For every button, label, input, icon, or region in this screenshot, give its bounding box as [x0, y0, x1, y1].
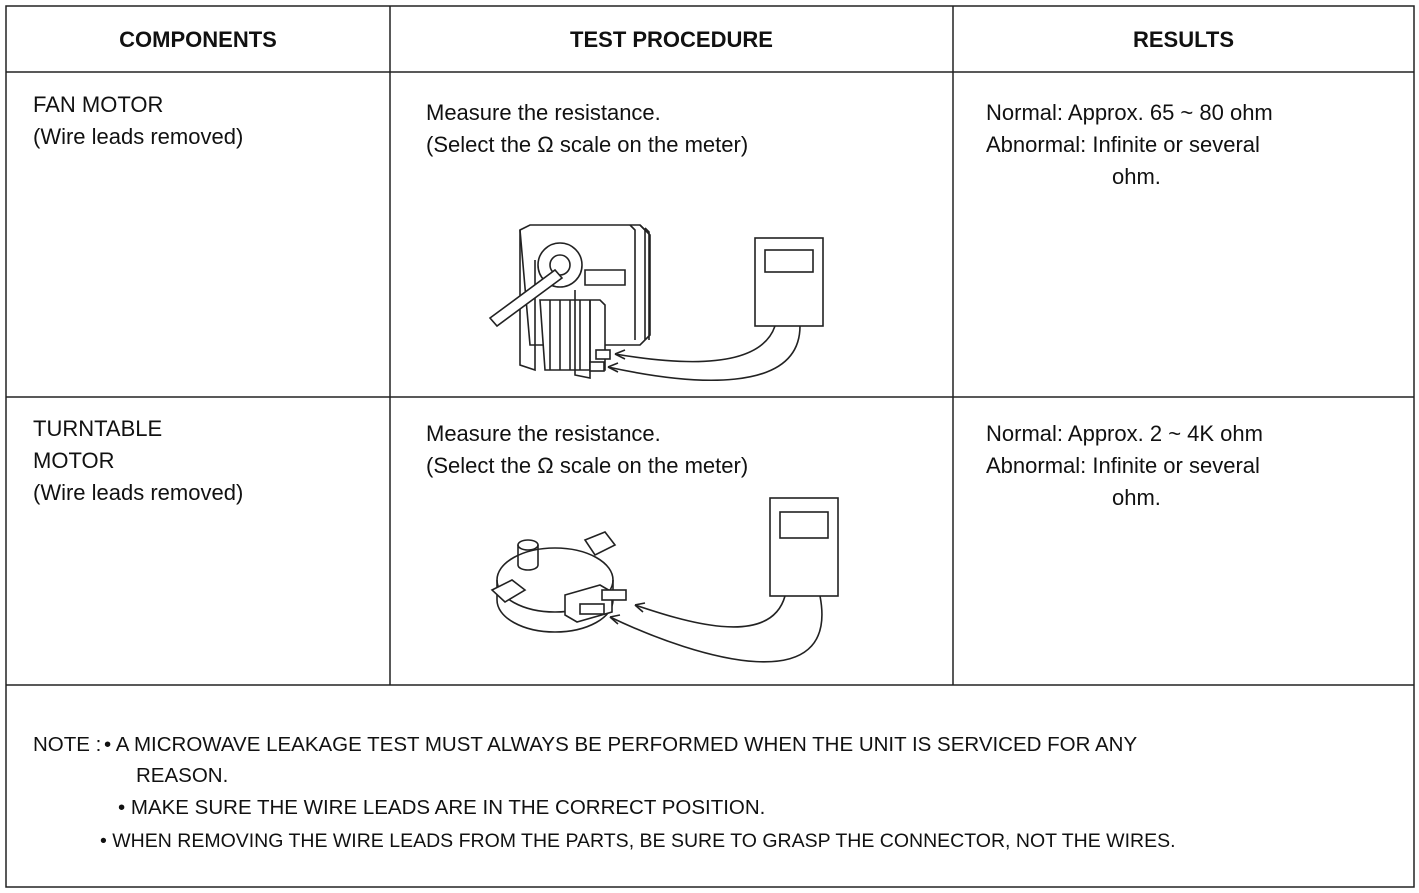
results-text: Abnormal: Infinite or several — [986, 453, 1260, 478]
results-text: Normal: Approx. 65 ~ 80 ohm — [986, 100, 1273, 125]
note-line: • MAKE SURE THE WIRE LEADS ARE IN THE CO… — [118, 796, 766, 819]
procedure-text: (Select the Ω scale on the meter) — [426, 132, 749, 157]
note-label: NOTE : — [33, 733, 102, 756]
results-text: Normal: Approx. 2 ~ 4K ohm — [986, 421, 1263, 446]
component-text: TURNTABLE — [33, 416, 163, 441]
component-text: (Wire leads removed) — [33, 480, 244, 505]
component-text: FAN MOTOR — [33, 92, 164, 117]
note-line: • WHEN REMOVING THE WIRE LEADS FROM THE … — [100, 830, 1176, 852]
procedure-text: Measure the resistance. — [426, 100, 661, 125]
component-text: MOTOR — [33, 448, 115, 473]
results-text: ohm. — [1112, 485, 1161, 510]
header-cell: TEST PROCEDURE — [570, 27, 773, 52]
header-cell: COMPONENTS — [119, 27, 277, 52]
procedure-text: (Select the Ω scale on the meter) — [426, 453, 749, 478]
note-line: REASON. — [136, 764, 229, 787]
note-line: • A MICROWAVE LEAKAGE TEST MUST ALWAYS B… — [104, 733, 1138, 756]
results-text: ohm. — [1112, 164, 1161, 189]
header-cell: RESULTS — [1132, 27, 1235, 52]
results-text: Abnormal: Infinite or several — [986, 132, 1260, 157]
procedure-text: Measure the resistance. — [426, 421, 661, 446]
fan-motor-drawing — [488, 224, 824, 382]
turntable-motor-drawing — [490, 497, 839, 663]
component-text: (Wire leads removed) — [33, 124, 244, 149]
